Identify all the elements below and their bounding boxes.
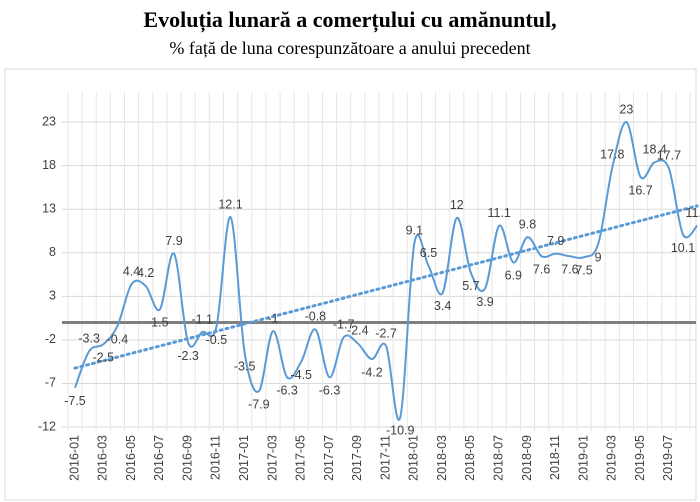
data-label: 12.1 bbox=[218, 197, 242, 211]
y-tick-label: 8 bbox=[49, 245, 56, 259]
data-label: -2.3 bbox=[177, 349, 199, 363]
data-label: -0.8 bbox=[305, 310, 327, 324]
data-label: -10.9 bbox=[386, 424, 415, 438]
x-tick-label: 2016-01 bbox=[67, 435, 81, 481]
data-label: 7.5 bbox=[575, 263, 592, 277]
x-tick-label: 2016-03 bbox=[96, 435, 110, 481]
data-label: 9 bbox=[595, 250, 602, 264]
data-label: 4.2 bbox=[137, 266, 154, 280]
data-label: 18.4 bbox=[643, 142, 667, 156]
data-label: 7.6 bbox=[561, 263, 578, 277]
data-label: 7.6 bbox=[533, 263, 550, 277]
data-label: 9.1 bbox=[406, 224, 423, 238]
data-label: 23 bbox=[619, 102, 633, 116]
chart-subtitle: % față de luna corespunzătoare a anului … bbox=[169, 38, 530, 58]
x-tick-label: 2017-03 bbox=[265, 435, 279, 481]
data-label: 7.9 bbox=[547, 234, 564, 248]
data-label: 17.8 bbox=[600, 148, 624, 162]
data-label: 7.9 bbox=[165, 234, 182, 248]
x-tick-label: 2016-11 bbox=[209, 435, 223, 480]
data-label: 5.7 bbox=[462, 279, 479, 293]
x-tick-label: 2019-07 bbox=[661, 435, 675, 481]
y-tick-label: -12 bbox=[38, 419, 56, 433]
x-tick-label: 2017-07 bbox=[322, 435, 336, 481]
data-label: 1.5 bbox=[151, 316, 168, 330]
x-tick-label: 2016-07 bbox=[152, 435, 166, 481]
data-label: 12 bbox=[450, 198, 464, 212]
x-tick-label: 2016-05 bbox=[124, 435, 138, 481]
data-label: 11.1 bbox=[487, 206, 510, 220]
data-label: -6.3 bbox=[276, 384, 298, 398]
y-tick-label: -2 bbox=[45, 332, 56, 346]
x-tick-label: 2018-05 bbox=[463, 435, 477, 481]
trendline bbox=[73, 204, 699, 370]
series-line bbox=[74, 121, 698, 421]
data-label: 6.5 bbox=[420, 246, 437, 260]
data-label: -4.2 bbox=[361, 365, 383, 379]
data-label: -1 bbox=[267, 311, 278, 325]
data-label: -2.5 bbox=[93, 351, 115, 365]
x-tick-label: 2017-09 bbox=[350, 435, 364, 481]
data-label: 9.8 bbox=[519, 217, 536, 231]
chart-border bbox=[4, 68, 697, 501]
data-label: -0.4 bbox=[107, 332, 129, 346]
x-tick-label: 2017-01 bbox=[237, 435, 251, 481]
x-tick-label: 2018-11 bbox=[548, 435, 562, 480]
x-tick-label: 2018-01 bbox=[407, 435, 421, 481]
x-tick-label: 2017-11 bbox=[378, 435, 392, 480]
data-label: -1.1 bbox=[191, 312, 213, 326]
data-label: -6.3 bbox=[319, 384, 341, 398]
x-tick-label: 2019-03 bbox=[605, 435, 619, 481]
data-label: -3.5 bbox=[234, 359, 256, 373]
y-tick-label: 13 bbox=[42, 202, 56, 216]
chart-title: Evoluția lunară a comerțului cu amănuntu… bbox=[143, 7, 556, 33]
data-label: -7.5 bbox=[64, 394, 86, 408]
data-label: 4.4 bbox=[123, 264, 140, 278]
data-label: -1.7 bbox=[333, 318, 355, 332]
y-tick-label: -7 bbox=[45, 376, 56, 390]
x-tick-label: 2019-05 bbox=[633, 435, 647, 481]
x-tick-label: 2018-03 bbox=[435, 435, 449, 481]
x-tick-label: 2016-09 bbox=[180, 435, 194, 481]
data-label: -0.5 bbox=[206, 333, 228, 347]
x-tick-label: 2018-07 bbox=[491, 435, 505, 481]
x-tick-label: 2017-05 bbox=[294, 435, 308, 481]
y-tick-label: 18 bbox=[42, 158, 56, 172]
x-tick-label: 2019-01 bbox=[576, 435, 590, 481]
data-label: 10.1 bbox=[671, 241, 695, 255]
data-label: 16.7 bbox=[628, 183, 652, 197]
y-tick-label: 3 bbox=[49, 289, 56, 303]
data-label: 3.4 bbox=[434, 299, 451, 313]
data-label: 6.9 bbox=[505, 269, 522, 283]
data-label: 11.1 bbox=[685, 206, 700, 220]
data-label: -2.4 bbox=[347, 324, 369, 338]
data-label: 17.7 bbox=[657, 149, 681, 163]
y-tick-label: 23 bbox=[42, 114, 56, 128]
data-label: -2.7 bbox=[375, 326, 397, 340]
x-tick-label: 2018-09 bbox=[520, 435, 534, 481]
data-label: -3.3 bbox=[78, 332, 100, 346]
data-label: -7.9 bbox=[248, 398, 270, 412]
data-label: 3.9 bbox=[476, 295, 493, 309]
data-label: -4.5 bbox=[290, 368, 312, 382]
